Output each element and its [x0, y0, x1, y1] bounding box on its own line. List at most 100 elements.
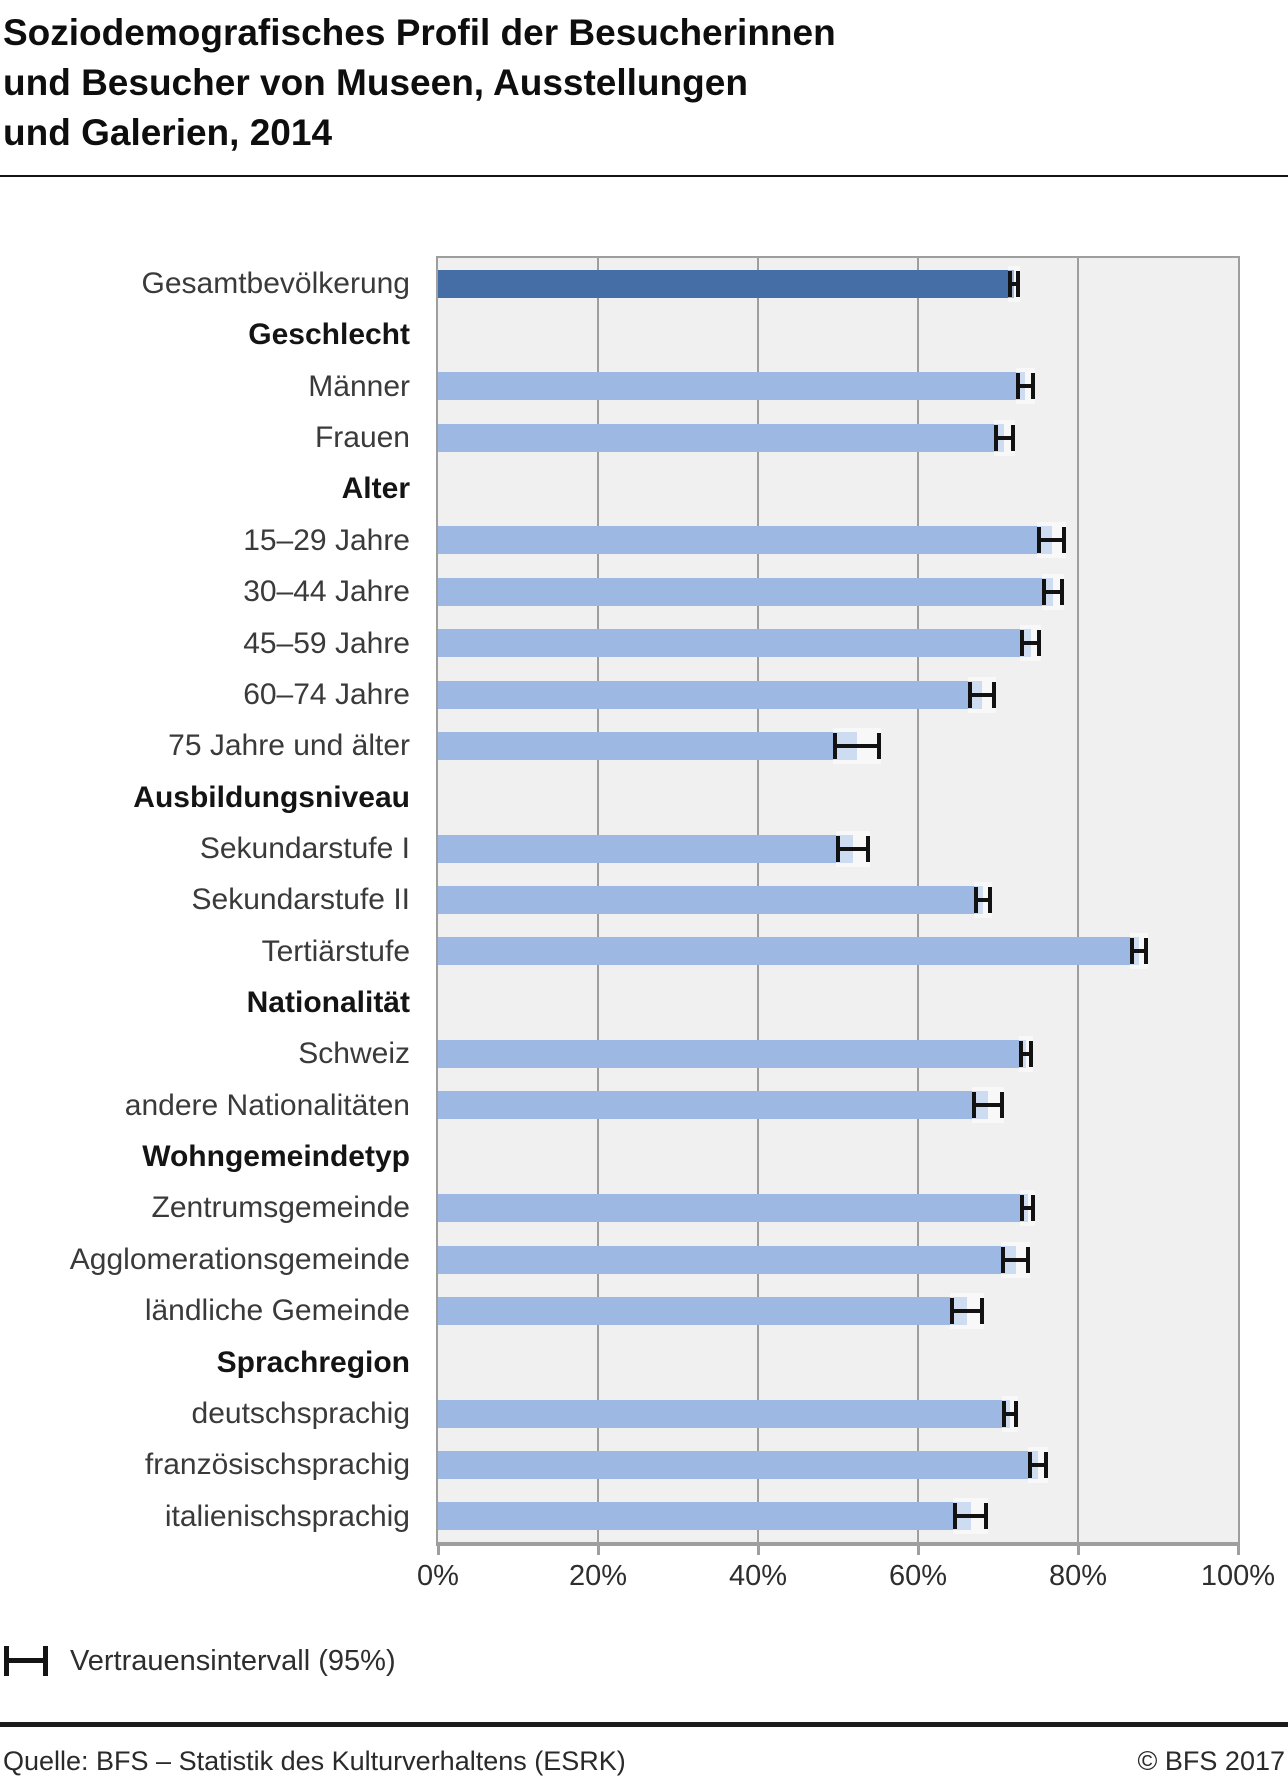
error-bar-cap-right: [866, 835, 870, 862]
row-label: 30–44 Jahre: [243, 575, 410, 609]
error-bar-cap-right: [1016, 270, 1021, 297]
error-bar-line: [974, 898, 992, 902]
row-group-header: Ausbildungsniveau: [133, 780, 410, 814]
x-axis-tick: [1076, 1546, 1080, 1555]
error-bar-cap-left: [833, 732, 838, 759]
error-bar-cap-right: [1037, 630, 1042, 657]
bar: [438, 423, 1005, 452]
error-bar-line: [971, 1103, 1004, 1108]
error-bar-line: [1002, 1411, 1018, 1416]
bar: [438, 834, 854, 863]
row-label: Sekundarstufe II: [191, 883, 410, 917]
row-label: Zentrumsgemeinde: [151, 1191, 410, 1225]
error-bar-cap-left: [1020, 630, 1025, 657]
footer-divider: [0, 1722, 1288, 1727]
error-bar-line: [967, 692, 997, 697]
x-axis-tick: [436, 1546, 440, 1555]
source-text: Quelle: BFS – Statistik des Kulturverhal…: [3, 1746, 626, 1776]
row-label: 75 Jahre und älter: [168, 729, 410, 763]
error-bar-cap-right: [984, 1503, 989, 1530]
row-label: deutschsprachig: [191, 1396, 410, 1430]
error-bar-cap-left: [967, 681, 972, 708]
error-bar-line: [836, 846, 870, 851]
row-label: andere Nationalitäten: [124, 1088, 410, 1122]
error-bar-cap-left: [953, 1503, 958, 1530]
error-bar-cap-left: [994, 424, 998, 451]
bar: [438, 1502, 971, 1531]
bar: [438, 937, 1139, 966]
error-bar-line: [1007, 281, 1021, 286]
x-axis-tick: [1236, 1546, 1240, 1555]
row-group-header: Nationalität: [246, 986, 410, 1020]
bar: [438, 886, 983, 914]
error-bar-cap-right: [1014, 1400, 1018, 1427]
error-bar-cap-right: [999, 1092, 1004, 1119]
error-bar-line: [1001, 1257, 1030, 1262]
error-bar-cap-left: [1020, 1195, 1025, 1222]
chart-title-line-1: Soziodemografisches Profil der Besucheri…: [3, 12, 836, 53]
x-tick-label: 60%: [888, 1560, 948, 1592]
bar: [438, 629, 1031, 658]
row-label: Gesamtbevölkerung: [141, 267, 410, 300]
error-bar-cap-left: [971, 1092, 976, 1119]
error-bar-line: [833, 743, 882, 748]
error-bar-cap-left: [1007, 270, 1012, 297]
error-bar-cap-left: [950, 1297, 954, 1324]
chart-title-line-2: und Besucher von Museen, Ausstellungen: [3, 62, 748, 103]
error-bar-cap-left: [1016, 373, 1021, 400]
row-label: ländliche Gemeinde: [144, 1294, 410, 1328]
error-bar-cap-left: [1042, 578, 1046, 605]
error-bar-line: [1042, 589, 1065, 594]
error-bar-line: [1027, 1462, 1049, 1467]
legend: Vertrauensintervall (95%): [4, 1636, 396, 1686]
x-tick-label: 100%: [1200, 1560, 1276, 1592]
error-bar-cap-right: [877, 732, 882, 759]
error-bar-cap-right: [1030, 1195, 1035, 1222]
error-bar-cap-right: [1026, 1246, 1030, 1273]
row-label: 45–59 Jahre: [243, 626, 410, 660]
chart-title: Soziodemografisches Profil der Besucheri…: [3, 8, 1203, 158]
footer: Quelle: BFS – Statistik des Kulturverhal…: [0, 1746, 1288, 1777]
error-bar-line: [1130, 949, 1148, 954]
row-label: Tertiärstufe: [261, 934, 410, 968]
row-label: Sekundarstufe I: [199, 831, 410, 865]
bar: [438, 1194, 1028, 1223]
error-bar-cap-right: [1044, 1451, 1049, 1478]
bar: [438, 577, 1054, 606]
error-bar-cap-right: [1030, 373, 1035, 400]
bar: [438, 1296, 967, 1325]
row-label: italienischsprachig: [164, 1499, 410, 1533]
copyright-text: © BFS 2017: [1137, 1746, 1285, 1776]
error-bar-line: [950, 1308, 984, 1313]
error-bar-cap-left: [1027, 1451, 1032, 1478]
error-bar-cap-left: [974, 887, 978, 913]
row-group-header: Sprachregion: [216, 1345, 410, 1379]
error-bar-cap-left: [1002, 1400, 1006, 1427]
bar: [438, 269, 1014, 298]
x-axis-tick: [596, 1546, 600, 1555]
plot-area: [436, 256, 1240, 1546]
row-group-header: Wohngemeindetyp: [142, 1140, 410, 1174]
title-divider: [0, 175, 1288, 177]
x-tick-label: 80%: [1048, 1560, 1108, 1592]
bar: [438, 1399, 1010, 1428]
row-label: Agglomerationsgemeinde: [69, 1242, 410, 1276]
error-bar-line: [1020, 1206, 1035, 1211]
error-bar-line: [1016, 384, 1035, 389]
error-bar-cap-right: [979, 1297, 984, 1324]
row-label: 15–29 Jahre: [243, 523, 410, 557]
bar: [438, 1091, 988, 1120]
x-tick-label: 0%: [417, 1560, 459, 1592]
bar: [438, 1245, 1016, 1274]
row-group-header: Alter: [341, 472, 410, 506]
bar: [438, 731, 858, 760]
error-bar-line: [953, 1514, 989, 1519]
bar: [438, 372, 1026, 401]
error-bar-cap-left: [1018, 1041, 1023, 1068]
error-bar-line: [1020, 641, 1042, 646]
error-bar-cap-right: [1060, 578, 1065, 605]
error-bar-icon: [4, 1645, 48, 1677]
row-label: 60–74 Jahre: [243, 677, 410, 711]
error-bar-cap-left: [836, 835, 841, 862]
bar: [438, 1040, 1026, 1069]
